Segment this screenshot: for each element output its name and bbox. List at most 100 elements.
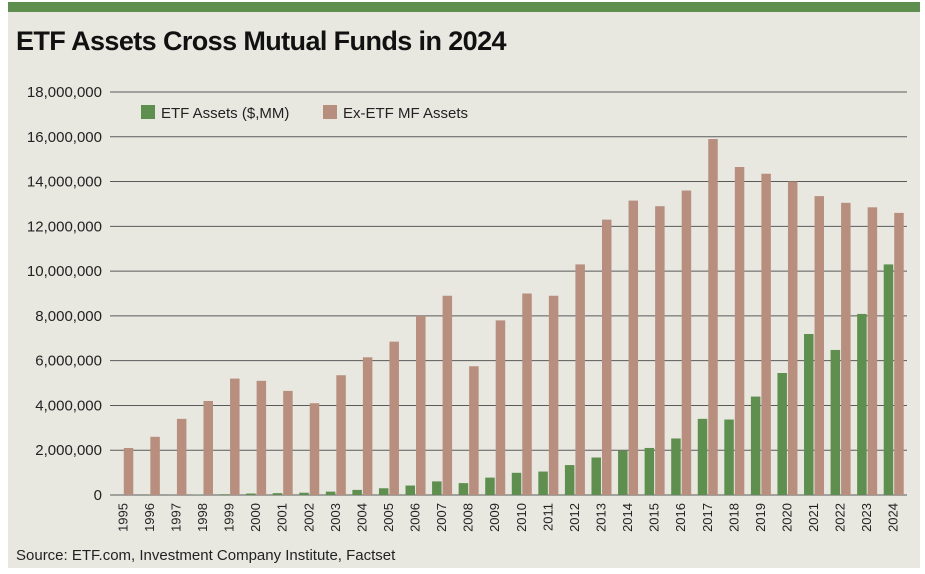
mf-bar	[734, 167, 745, 495]
mf-bar	[761, 173, 771, 495]
x-tick-label: 2014	[620, 503, 635, 532]
y-tick-label: 8,000,000	[35, 308, 102, 325]
etf-bar	[458, 483, 469, 495]
mf-bar	[309, 403, 320, 495]
mf-bar	[203, 400, 213, 495]
x-tick-label: 1995	[115, 503, 130, 532]
bar-chart: 0 2,000,000 4,000,000 6,000,000 8,000,000 10,…	[27, 84, 907, 532]
x-tick-label: 2016	[673, 503, 688, 532]
mf-bar	[123, 447, 134, 495]
etf-bar	[485, 477, 495, 495]
etf-bar	[724, 419, 734, 495]
x-tick-label: 2003	[328, 503, 343, 532]
mf-bar	[256, 380, 267, 495]
etf-bar	[538, 471, 548, 495]
x-tick-label: 2015	[647, 503, 662, 532]
y-axis-ticks: 0 2,000,000 4,000,000 6,000,000 8,000,000 10,…	[27, 84, 102, 504]
x-tick-label: 2023	[859, 503, 874, 532]
x-tick-label: 2012	[567, 503, 582, 532]
etf-bar	[830, 349, 841, 495]
grid-lines	[110, 91, 907, 496]
legend: ETF Assets ($,MM) Ex-ETF MF Assets	[141, 105, 468, 122]
etf-bar	[511, 472, 522, 495]
x-tick-label: 1998	[195, 503, 210, 532]
x-tick-label: 2001	[275, 503, 290, 532]
x-tick-label: 2010	[514, 503, 529, 532]
y-tick-label: 16,000,000	[27, 129, 102, 146]
y-tick-label: 6,000,000	[35, 353, 102, 370]
chart-panel: ETF Assets Cross Mutual Funds in 2024 0 2…	[8, 2, 920, 568]
etf-bar	[777, 373, 787, 495]
mf-bar	[708, 139, 718, 495]
mf-bar	[628, 200, 639, 495]
y-tick-label: 18,000,000	[27, 84, 102, 101]
mf-bar	[176, 418, 187, 495]
x-tick-label: 2022	[833, 503, 848, 532]
etf-bar	[857, 313, 867, 495]
etf-bar	[219, 494, 230, 495]
etf-bar	[272, 493, 283, 495]
mf-bar	[787, 181, 798, 496]
mf-bar	[416, 315, 426, 495]
x-tick-label: 2004	[354, 503, 369, 532]
x-tick-label: 2021	[806, 503, 821, 532]
y-tick-label: 10,000,000	[27, 263, 102, 280]
etf-bar	[325, 491, 336, 495]
mf-bar	[867, 207, 878, 495]
etf-bar	[644, 447, 655, 495]
mf-bar	[362, 357, 373, 495]
x-tick-label: 2005	[381, 503, 396, 532]
legend-label-etf: ETF Assets ($,MM)	[161, 105, 289, 122]
mf-bar	[230, 378, 240, 495]
x-tick-label: 2019	[753, 503, 768, 532]
etf-bar	[671, 438, 681, 495]
mf-bar	[841, 202, 851, 495]
y-tick-label: 14,000,000	[27, 174, 102, 191]
mf-bar	[442, 295, 453, 495]
etf-bar	[750, 396, 761, 495]
mf-bar	[601, 219, 612, 495]
x-tick-label: 2011	[540, 503, 555, 531]
source-note: Source: ETF.com, Investment Company Inst…	[16, 547, 396, 564]
mf-bar	[469, 366, 479, 495]
etf-bar	[591, 457, 601, 495]
etf-bar	[299, 492, 309, 495]
x-tick-label: 1996	[142, 503, 157, 532]
x-axis-ticks: 1995 1996 1997 1998 1999 2000 2001 2002 2003 2004…	[115, 503, 900, 532]
etf-bar	[405, 485, 416, 495]
mf-bar	[655, 206, 665, 495]
legend-swatch-etf	[141, 105, 155, 119]
mf-bar	[336, 375, 346, 495]
mf-bar	[283, 390, 293, 495]
x-tick-label: 1997	[168, 503, 183, 532]
etf-bar	[432, 481, 442, 495]
chart-title: ETF Assets Cross Mutual Funds in 2024	[16, 26, 507, 56]
x-tick-label: 2013	[593, 503, 608, 532]
x-tick-label: 2008	[461, 503, 476, 532]
mf-bar	[389, 341, 399, 495]
y-tick-label: 0	[94, 487, 102, 504]
mf-bar	[894, 212, 904, 495]
legend-label-mf: Ex-ETF MF Assets	[343, 105, 468, 122]
x-tick-label: 2018	[726, 503, 741, 532]
mf-bar	[681, 190, 692, 495]
x-tick-label: 2024	[886, 503, 901, 532]
legend-swatch-mf	[323, 105, 337, 119]
y-tick-label: 12,000,000	[27, 218, 102, 235]
etf-bar	[246, 493, 256, 495]
x-tick-label: 2017	[700, 503, 715, 532]
x-tick-label: 2002	[301, 503, 316, 532]
etf-bar	[378, 488, 389, 495]
etf-bar	[804, 334, 814, 495]
etf-bar	[352, 489, 362, 495]
x-tick-label: 2020	[779, 503, 794, 532]
mf-bar	[522, 293, 532, 495]
etf-bar	[697, 418, 708, 495]
etf-bar	[564, 465, 575, 495]
x-tick-label: 2000	[248, 503, 263, 532]
bars	[113, 139, 904, 496]
x-tick-label: 2007	[434, 503, 449, 532]
mf-bar	[575, 264, 585, 495]
mf-bar	[150, 436, 160, 495]
x-tick-label: 1999	[222, 503, 237, 532]
